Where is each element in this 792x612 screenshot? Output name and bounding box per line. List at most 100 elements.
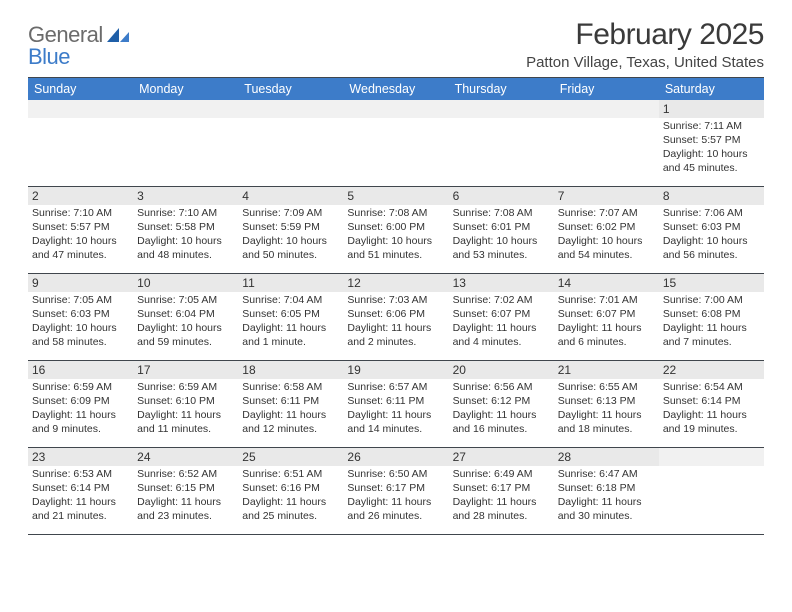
day-number: 27 [449,448,554,466]
day-number: 28 [554,448,659,466]
daylight-text-line2: and 12 minutes. [242,423,339,437]
daylight-text-line2: and 6 minutes. [558,336,655,350]
day-cell-empty [133,100,238,186]
daylight-text-line2: and 4 minutes. [453,336,550,350]
day-number [659,448,764,466]
sunset-text: Sunset: 6:06 PM [347,308,444,322]
sunrise-text: Sunrise: 6:55 AM [558,381,655,395]
daylight-text-line2: and 11 minutes. [137,423,234,437]
day-number: 23 [28,448,133,466]
day-header: Friday [554,78,659,100]
month-year-title: February 2025 [526,18,764,52]
sunrise-text: Sunrise: 7:07 AM [558,207,655,221]
sunrise-text: Sunrise: 6:58 AM [242,381,339,395]
sunset-text: Sunset: 6:04 PM [137,308,234,322]
day-content: Sunrise: 6:50 AMSunset: 6:17 PMDaylight:… [343,466,448,527]
day-cell: 13Sunrise: 7:02 AMSunset: 6:07 PMDayligh… [449,274,554,360]
daylight-text-line2: and 59 minutes. [137,336,234,350]
day-cell: 26Sunrise: 6:50 AMSunset: 6:17 PMDayligh… [343,448,448,534]
sunrise-text: Sunrise: 7:09 AM [242,207,339,221]
day-number: 1 [659,100,764,118]
day-content: Sunrise: 7:11 AMSunset: 5:57 PMDaylight:… [659,118,764,179]
daylight-text-line1: Daylight: 11 hours [32,409,129,423]
sunrise-text: Sunrise: 6:59 AM [32,381,129,395]
sunrise-text: Sunrise: 7:08 AM [347,207,444,221]
day-content: Sunrise: 7:07 AMSunset: 6:02 PMDaylight:… [554,205,659,266]
day-header: Wednesday [343,78,448,100]
daylight-text-line1: Daylight: 10 hours [32,235,129,249]
day-content: Sunrise: 6:52 AMSunset: 6:15 PMDaylight:… [133,466,238,527]
day-content: Sunrise: 7:01 AMSunset: 6:07 PMDaylight:… [554,292,659,353]
daylight-text-line2: and 1 minute. [242,336,339,350]
sunset-text: Sunset: 6:11 PM [347,395,444,409]
sunrise-text: Sunrise: 7:00 AM [663,294,760,308]
day-number: 7 [554,187,659,205]
day-number [133,100,238,118]
daylight-text-line1: Daylight: 11 hours [137,409,234,423]
day-cell-empty [449,100,554,186]
day-number: 4 [238,187,343,205]
daylight-text-line1: Daylight: 11 hours [242,322,339,336]
week-row: 2Sunrise: 7:10 AMSunset: 5:57 PMDaylight… [28,187,764,274]
day-header-row: Sunday Monday Tuesday Wednesday Thursday… [28,78,764,100]
day-cell: 18Sunrise: 6:58 AMSunset: 6:11 PMDayligh… [238,361,343,447]
day-cell: 25Sunrise: 6:51 AMSunset: 6:16 PMDayligh… [238,448,343,534]
day-content: Sunrise: 7:00 AMSunset: 6:08 PMDaylight:… [659,292,764,353]
day-cell: 1Sunrise: 7:11 AMSunset: 5:57 PMDaylight… [659,100,764,186]
daylight-text-line1: Daylight: 11 hours [558,409,655,423]
day-number: 18 [238,361,343,379]
day-cell: 14Sunrise: 7:01 AMSunset: 6:07 PMDayligh… [554,274,659,360]
day-cell: 27Sunrise: 6:49 AMSunset: 6:17 PMDayligh… [449,448,554,534]
day-number: 9 [28,274,133,292]
sunset-text: Sunset: 6:14 PM [663,395,760,409]
daylight-text-line2: and 28 minutes. [453,510,550,524]
day-number: 20 [449,361,554,379]
day-content: Sunrise: 6:54 AMSunset: 6:14 PMDaylight:… [659,379,764,440]
day-content: Sunrise: 7:04 AMSunset: 6:05 PMDaylight:… [238,292,343,353]
day-content: Sunrise: 7:03 AMSunset: 6:06 PMDaylight:… [343,292,448,353]
day-number: 10 [133,274,238,292]
sunset-text: Sunset: 6:13 PM [558,395,655,409]
day-cell: 21Sunrise: 6:55 AMSunset: 6:13 PMDayligh… [554,361,659,447]
sunrise-text: Sunrise: 6:51 AM [242,468,339,482]
daylight-text-line1: Daylight: 10 hours [242,235,339,249]
sunrise-text: Sunrise: 7:03 AM [347,294,444,308]
day-number: 11 [238,274,343,292]
week-row: 23Sunrise: 6:53 AMSunset: 6:14 PMDayligh… [28,448,764,535]
day-number: 19 [343,361,448,379]
day-cell: 28Sunrise: 6:47 AMSunset: 6:18 PMDayligh… [554,448,659,534]
day-cell: 24Sunrise: 6:52 AMSunset: 6:15 PMDayligh… [133,448,238,534]
daylight-text-line1: Daylight: 11 hours [663,322,760,336]
daylight-text-line2: and 56 minutes. [663,249,760,263]
day-content: Sunrise: 6:57 AMSunset: 6:11 PMDaylight:… [343,379,448,440]
sunset-text: Sunset: 6:17 PM [347,482,444,496]
day-cell: 7Sunrise: 7:07 AMSunset: 6:02 PMDaylight… [554,187,659,273]
day-number: 14 [554,274,659,292]
day-number: 3 [133,187,238,205]
day-cell-empty [238,100,343,186]
day-cell: 17Sunrise: 6:59 AMSunset: 6:10 PMDayligh… [133,361,238,447]
day-cell: 22Sunrise: 6:54 AMSunset: 6:14 PMDayligh… [659,361,764,447]
daylight-text-line1: Daylight: 11 hours [32,496,129,510]
daylight-text-line1: Daylight: 10 hours [137,235,234,249]
daylight-text-line2: and 53 minutes. [453,249,550,263]
sunset-text: Sunset: 5:57 PM [663,134,760,148]
daylight-text-line1: Daylight: 11 hours [558,322,655,336]
brand-general: General [28,24,103,46]
sunset-text: Sunset: 5:57 PM [32,221,129,235]
day-cell-empty [659,448,764,534]
day-content: Sunrise: 6:49 AMSunset: 6:17 PMDaylight:… [449,466,554,527]
day-content: Sunrise: 6:59 AMSunset: 6:09 PMDaylight:… [28,379,133,440]
sunrise-text: Sunrise: 6:59 AM [137,381,234,395]
day-number: 17 [133,361,238,379]
day-cell: 9Sunrise: 7:05 AMSunset: 6:03 PMDaylight… [28,274,133,360]
location-label: Patton Village, Texas, United States [526,54,764,71]
calendar-grid: Sunday Monday Tuesday Wednesday Thursday… [28,77,764,535]
sunset-text: Sunset: 6:07 PM [558,308,655,322]
day-content: Sunrise: 7:10 AMSunset: 5:57 PMDaylight:… [28,205,133,266]
brand-logo: General Blue [28,18,129,68]
daylight-text-line1: Daylight: 11 hours [558,496,655,510]
day-cell: 2Sunrise: 7:10 AMSunset: 5:57 PMDaylight… [28,187,133,273]
sunrise-text: Sunrise: 6:54 AM [663,381,760,395]
day-header: Saturday [659,78,764,100]
